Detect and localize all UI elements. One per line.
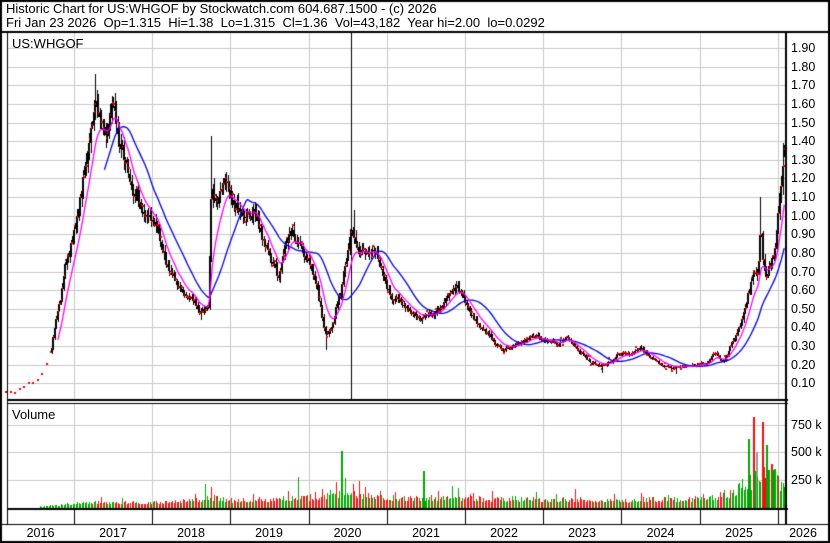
volume-tick-label: 250 k xyxy=(791,472,822,487)
year-tick-label: 2025 xyxy=(725,526,753,540)
price-tick-label: 1.00 xyxy=(791,208,816,223)
price-tick-label: 0.20 xyxy=(791,357,816,372)
price-tick-label: 1.20 xyxy=(791,171,816,186)
price-tick-label: 0.40 xyxy=(791,320,816,335)
price-tick-label: 1.70 xyxy=(791,78,816,93)
volume-pane-label: Volume xyxy=(12,407,56,422)
year-tick-label: 2019 xyxy=(255,526,283,540)
price-tick-label: 0.70 xyxy=(791,264,816,279)
price-tick-label: 1.50 xyxy=(791,115,816,130)
price-tick-label: 1.30 xyxy=(791,152,816,167)
year-tick-label: 2018 xyxy=(177,526,205,540)
year-tick-label: 2026 xyxy=(789,526,817,540)
year-tick-label: 2024 xyxy=(646,526,675,540)
header-line-2: Fri Jan 23 2026 Op=1.315 Hi=1.38 Lo=1.31… xyxy=(6,15,545,30)
price-tick-label: 1.40 xyxy=(791,134,816,149)
price-tick-label: 0.60 xyxy=(791,283,816,298)
price-tick-label: 1.80 xyxy=(791,59,816,74)
price-tick-label: 1.10 xyxy=(791,190,816,205)
header-line-1: Historic Chart for US:WHGOF by Stockwatc… xyxy=(6,1,437,16)
year-tick-label: 2020 xyxy=(333,526,362,540)
volume-tick-label: 750 k xyxy=(791,417,822,432)
price-tick-label: 0.10 xyxy=(791,376,816,391)
year-tick-label: 2022 xyxy=(490,526,518,540)
price-tick-label: 0.80 xyxy=(791,245,816,260)
price-tick-label: 1.60 xyxy=(791,96,816,111)
symbol-label: US:WHGOF xyxy=(12,36,84,51)
price-tick-label: 0.50 xyxy=(791,301,816,316)
price-tick-label: 1.90 xyxy=(791,41,816,55)
year-tick-label: 2016 xyxy=(26,526,55,540)
volume-tick-label: 500 k xyxy=(791,445,822,459)
year-tick-label: 2017 xyxy=(99,526,127,540)
price-tick-label: 0.90 xyxy=(791,227,816,242)
price-tick-label: 0.30 xyxy=(791,339,816,354)
year-tick-label: 2023 xyxy=(568,526,596,540)
year-tick-label: 2021 xyxy=(412,526,440,540)
